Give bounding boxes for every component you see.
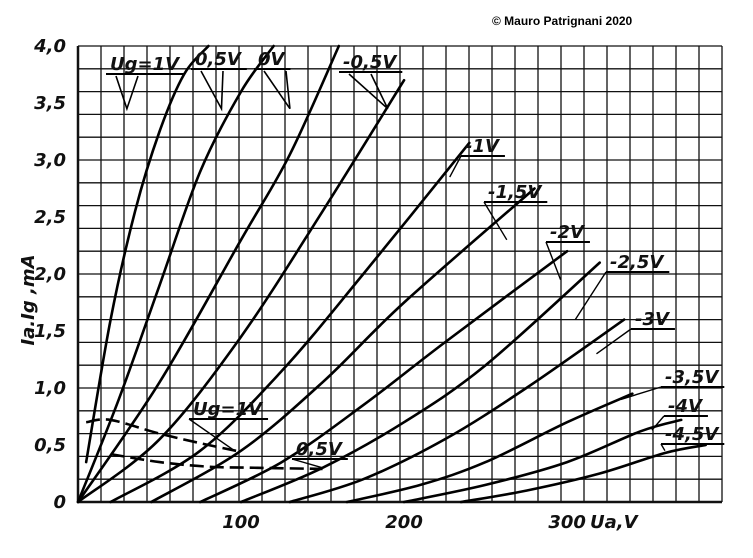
x-tick-label: 100 xyxy=(222,512,260,533)
y-tick-label: 0 xyxy=(53,492,66,513)
series-label: -4V xyxy=(668,396,704,417)
y-tick-label: 3,0 xyxy=(34,150,66,171)
anode-curve xyxy=(239,261,602,504)
label-leader-line xyxy=(291,458,323,469)
label-leader-line xyxy=(483,201,508,241)
y-tick-label: 1,0 xyxy=(34,378,66,399)
tick-labels: 0 0,5 1,0 1,5 2,0 2,5 3,0 3,5 4,0 100 200 300 xyxy=(33,36,586,533)
y-axis-label: Iа.Ig ,mA xyxy=(18,254,39,345)
grid xyxy=(76,45,723,504)
anode-current-curves xyxy=(76,44,707,504)
grid-current-curves xyxy=(85,418,323,471)
series-label: Ug=1V xyxy=(110,54,181,75)
label-leader-line xyxy=(660,443,666,452)
anode-curve xyxy=(402,418,683,504)
x-axis-label: Uа,V xyxy=(590,512,640,533)
y-tick-label: 1,5 xyxy=(34,321,66,342)
series-label: -1,5V xyxy=(488,182,543,203)
grid-current-label: Ug=1V xyxy=(193,399,264,420)
x-tick-label: 200 xyxy=(385,512,423,533)
anode-curve xyxy=(76,44,275,504)
series-label: 0,5V xyxy=(195,49,243,70)
anode-curve xyxy=(459,443,707,504)
label-pointer xyxy=(263,70,291,110)
anode-curve xyxy=(150,187,536,504)
anode-curve xyxy=(109,141,471,504)
series-label: -2,5V xyxy=(610,252,665,273)
series-label: -3,5V xyxy=(665,367,720,388)
label-leader-line xyxy=(574,271,607,320)
label-leader-line xyxy=(620,386,662,401)
series-label: -1V xyxy=(465,136,501,157)
label-leader-line xyxy=(651,415,665,431)
grid-current-label: 0,5V xyxy=(296,439,344,460)
anode-curve xyxy=(76,44,341,504)
label-leader-line xyxy=(545,241,562,280)
label-leader-line xyxy=(596,328,632,355)
series-label: -3V xyxy=(635,309,671,330)
series-label: -0,5V xyxy=(343,52,398,73)
y-tick-label: 0,5 xyxy=(34,435,66,456)
series-labels: Ug=1V 0,5V 0V -0,5V -1V -1,5V -2V -2,5V -3V -3,5V… xyxy=(106,49,725,469)
label-leader-line xyxy=(188,418,234,451)
label-pointer xyxy=(348,73,389,110)
anode-curve xyxy=(76,78,406,504)
anode-curve xyxy=(198,249,569,504)
series-label: -4,5V xyxy=(665,424,720,445)
anode-curve xyxy=(345,392,634,504)
grid-current-curve xyxy=(110,452,323,471)
anode-curve xyxy=(288,318,626,504)
series-label: 0V xyxy=(258,49,287,70)
series-label: -2V xyxy=(550,222,586,243)
copyright-notice: © Mauro Patrignani 2020 xyxy=(492,14,633,28)
y-tick-label: 2,5 xyxy=(34,207,66,228)
y-tick-label: 2,0 xyxy=(34,264,66,285)
label-pointer xyxy=(200,70,224,112)
x-tick-label: 300 xyxy=(548,512,586,533)
label-leader-line xyxy=(449,155,462,178)
y-tick-label: 4,0 xyxy=(33,36,66,57)
y-tick-label: 3,5 xyxy=(34,93,66,114)
label-pointer xyxy=(115,75,139,112)
